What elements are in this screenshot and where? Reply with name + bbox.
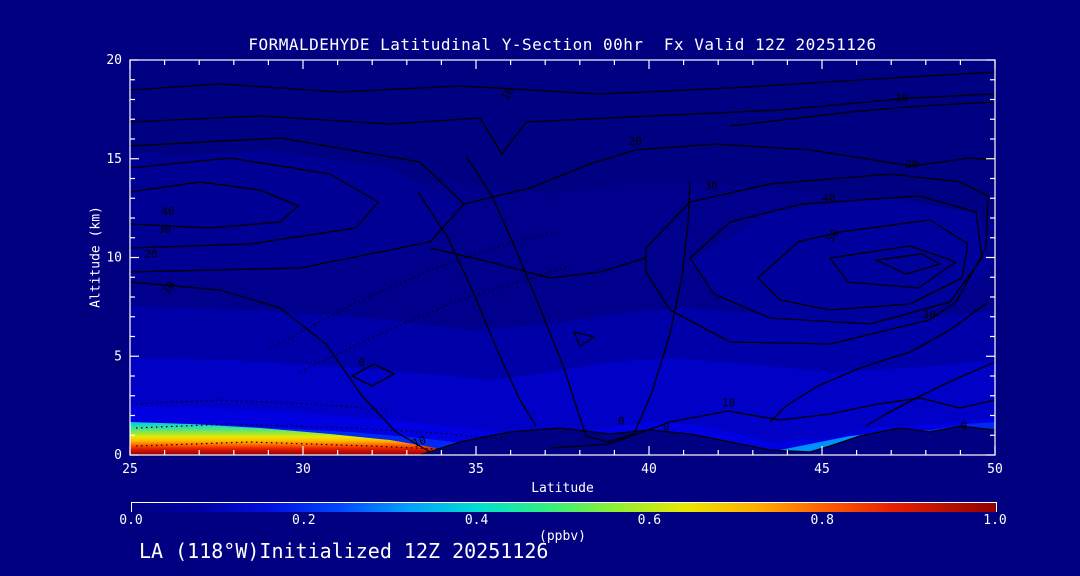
colorbar-tick-label: 0.8 xyxy=(810,513,834,528)
plot-frame xyxy=(129,59,996,456)
near-zero-region xyxy=(420,426,995,455)
colorbar-tick-label: 0.2 xyxy=(292,513,316,528)
x-tick-label: 45 xyxy=(814,462,830,477)
contour-label: 30 xyxy=(705,179,718,192)
footer-init-text: LA (118°W)Initialized 12Z 20251126 xyxy=(139,539,549,563)
contour-label: 20 xyxy=(629,135,642,148)
contour-label: 0 xyxy=(618,414,625,427)
contour-label: 0 xyxy=(663,420,670,433)
contour-label: 20 xyxy=(144,248,157,261)
filled-contour-field xyxy=(130,60,995,455)
contour-label: 20 xyxy=(905,158,918,171)
colorbar-tick-label: 0.0 xyxy=(119,513,143,528)
x-axis-title: Latitude xyxy=(531,481,594,496)
axis-tick-labels: 25 30 35 40 45 50 0 5 10 15 20 xyxy=(106,53,1002,477)
colorbar-tick-label: 0.6 xyxy=(637,513,662,528)
x-tick-label: 40 xyxy=(641,462,657,477)
y-tick-label: 15 xyxy=(106,152,122,167)
contour-label: 50 xyxy=(824,227,842,245)
y-tick-label: 10 xyxy=(106,251,122,266)
colorbar-unit-label: (ppbv) xyxy=(539,529,586,544)
axis-ticks xyxy=(129,59,996,456)
y-tick-label: 0 xyxy=(114,448,122,463)
contour-label: 10 xyxy=(499,85,517,103)
contour-label: 0 xyxy=(961,419,968,432)
contour-label: 30 xyxy=(158,223,171,236)
contour-label: 10 xyxy=(722,397,735,410)
contour-lines xyxy=(129,71,996,456)
x-tick-label: 50 xyxy=(987,462,1003,477)
y-axis-title: Altitude (km) xyxy=(88,206,104,308)
contour-label: 40 xyxy=(822,192,835,205)
surface-plume xyxy=(130,422,436,455)
contour-label: 10 xyxy=(411,433,428,450)
contour-label: 30 xyxy=(923,309,936,322)
chart-title: FORMALDEHYDE Latitudinal Y-Section 00hr … xyxy=(248,35,877,54)
contour-label: 40 xyxy=(161,205,174,218)
x-tick-label: 30 xyxy=(295,462,311,477)
colorbar xyxy=(131,502,997,512)
x-tick-label: 35 xyxy=(468,462,484,477)
contour-label: 10 xyxy=(895,91,908,104)
colorbar-tick-label: 0.4 xyxy=(464,513,489,528)
x-tick-label: 25 xyxy=(122,462,138,477)
y-tick-label: 20 xyxy=(106,53,122,68)
colorbar-tick-label: 1.0 xyxy=(983,513,1007,528)
contour-label: 0 xyxy=(359,356,366,369)
y-tick-label: 5 xyxy=(114,349,122,364)
